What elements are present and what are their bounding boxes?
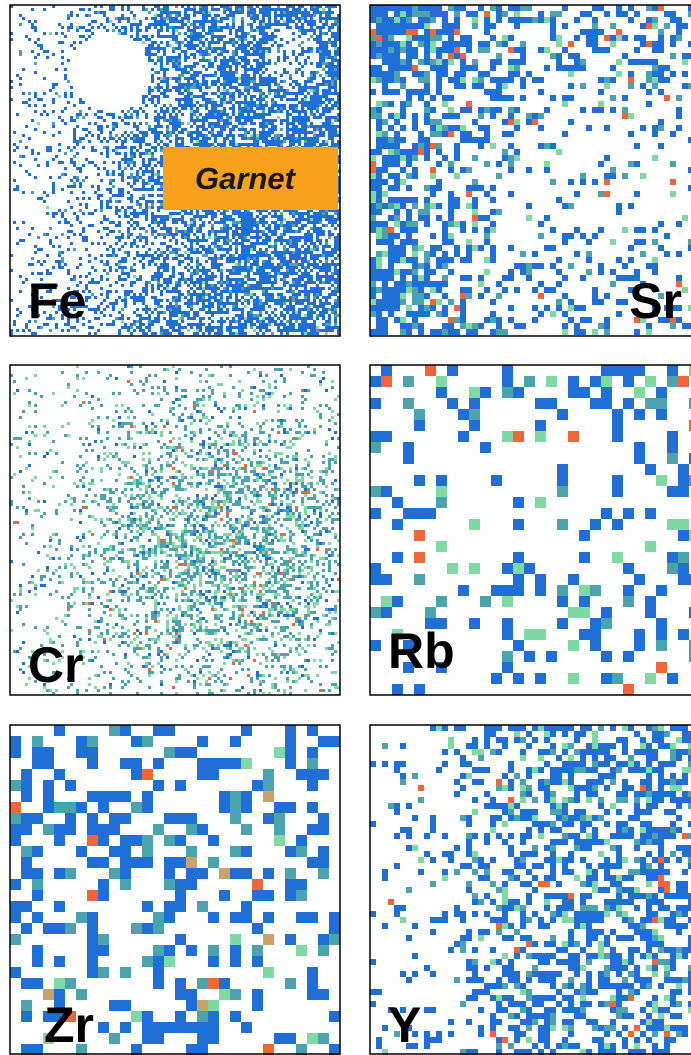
panel-label: Rb	[388, 623, 455, 679]
annotation: Garnet	[195, 161, 297, 196]
panel-label: Zr	[44, 997, 94, 1053]
figure: Garnet Fe Sr Cr Rb Zr Y	[0, 0, 691, 1055]
element-maps	[10, 5, 691, 1055]
panel-label: Sr	[629, 273, 682, 329]
panel-label: Cr	[28, 637, 84, 693]
panel-label: Fe	[28, 273, 86, 329]
panel-label: Y	[388, 997, 421, 1053]
